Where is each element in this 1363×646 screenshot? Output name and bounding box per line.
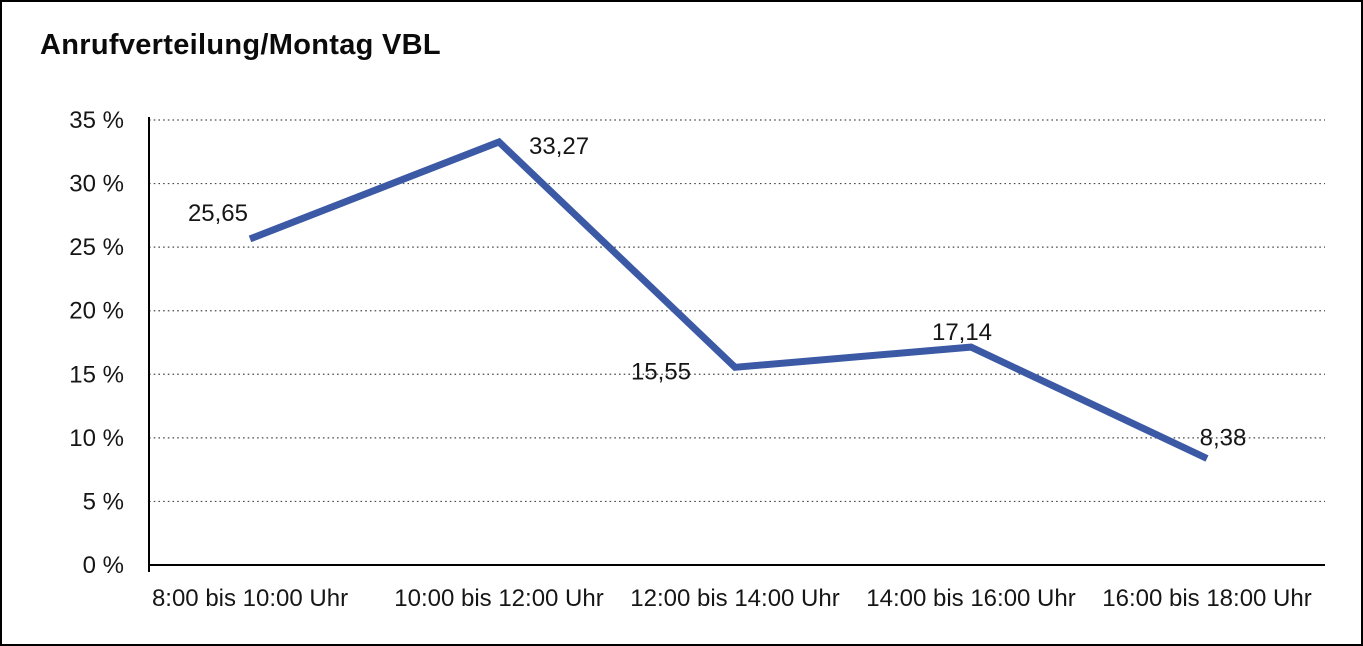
x-axis-category-label: 14:00 bis 16:00 Uhr [866,585,1075,612]
chart-title: Anrufverteilung/Montag VBL [40,29,441,61]
y-axis-tick-label: 30 % [69,171,124,198]
data-point-label: 33,27 [529,133,589,160]
x-axis-category-label: 10:00 bis 12:00 Uhr [394,585,603,612]
y-axis-tick-label: 35 % [69,107,124,134]
y-axis-tick-label: 0 % [83,552,124,579]
data-point-label: 17,14 [932,319,992,346]
y-axis-tick-label: 25 % [69,234,124,261]
series-line [248,137,1209,462]
data-point-label: 25,65 [188,200,248,227]
y-axis-tick-label: 20 % [69,298,124,325]
x-axis-category-label: 16:00 bis 18:00 Uhr [1102,585,1311,612]
data-point-label: 8,38 [1200,424,1247,451]
y-axis-tick-label: 15 % [69,361,124,388]
y-axis-tick-label: 10 % [69,425,124,452]
y-axis-tick-label: 5 % [83,488,124,515]
data-point-label: 15,55 [631,358,691,385]
x-axis-category-label: 8:00 bis 10:00 Uhr [152,585,348,612]
x-axis-category-label: 12:00 bis 14:00 Uhr [630,585,839,612]
